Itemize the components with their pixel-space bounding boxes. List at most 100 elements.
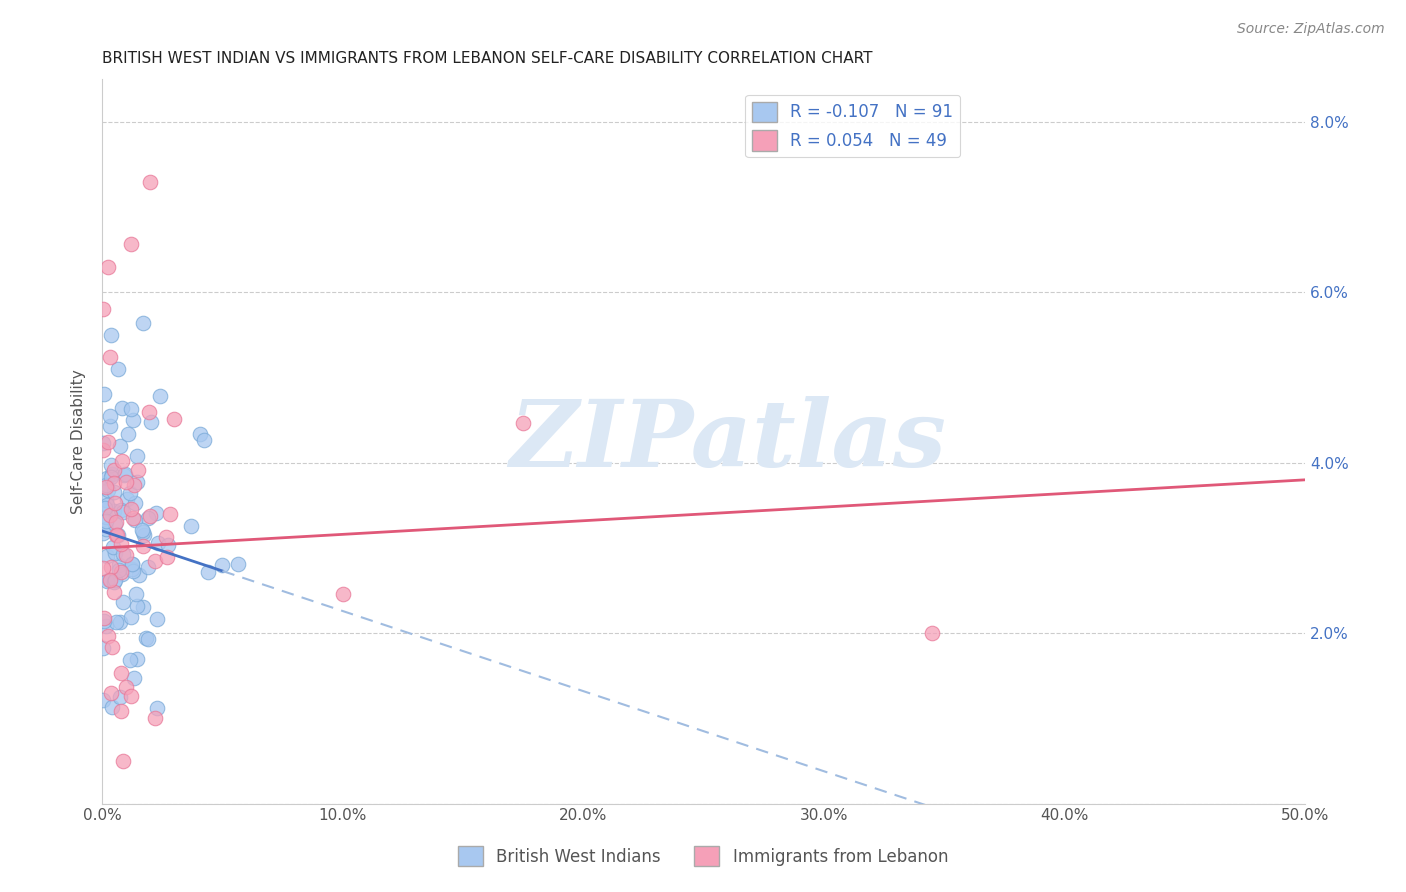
Point (121, 562, 143, 576)
Point (96, 471, 118, 485)
Point (122, 565, 145, 579)
Point (107, 563, 129, 577)
Legend: British West Indians, Immigrants from Lebanon: British West Indians, Immigrants from Le… (450, 838, 956, 875)
Point (124, 496, 146, 510)
Point (112, 595, 135, 609)
Point (159, 508, 181, 522)
Point (94, 477, 117, 491)
Point (108, 615, 131, 629)
Point (100, 699, 122, 714)
Point (100, 685, 122, 699)
Point (121, 557, 143, 571)
Point (98, 574, 121, 588)
Point (132, 525, 155, 540)
Point (122, 413, 145, 427)
Point (111, 454, 134, 468)
Point (97, 435, 120, 450)
Point (112, 467, 135, 482)
Point (193, 434, 215, 448)
Point (143, 554, 166, 568)
Point (98, 350, 121, 364)
Point (93, 387, 115, 401)
Point (226, 557, 249, 571)
Point (103, 485, 125, 500)
Point (103, 540, 125, 554)
Point (120, 689, 142, 703)
Point (149, 389, 172, 403)
Point (136, 559, 159, 574)
Point (98, 409, 121, 423)
Y-axis label: Self-Care Disability: Self-Care Disability (72, 369, 86, 514)
Point (100, 560, 122, 574)
Point (100, 458, 122, 472)
Point (96, 498, 118, 512)
Point (93, 561, 115, 575)
Point (103, 574, 125, 589)
Point (146, 612, 169, 626)
Point (110, 565, 132, 579)
Point (96, 549, 118, 563)
Point (115, 475, 138, 489)
Point (145, 506, 167, 520)
Point (93, 610, 115, 624)
Point (127, 463, 149, 477)
Point (114, 548, 136, 562)
Point (93, 443, 115, 458)
Point (94, 522, 117, 536)
Point (131, 523, 153, 537)
Point (107, 362, 129, 376)
Point (93, 614, 115, 628)
Point (93, 693, 115, 707)
Point (93, 302, 115, 317)
Point (93, 436, 115, 450)
Point (117, 426, 139, 441)
Point (104, 574, 127, 588)
Point (94, 480, 117, 494)
Point (128, 568, 150, 582)
Point (332, 587, 354, 601)
Point (105, 515, 128, 529)
Point (93, 641, 115, 656)
Point (125, 651, 148, 665)
Point (132, 600, 155, 615)
Point (132, 316, 155, 330)
Point (145, 711, 167, 725)
Point (103, 463, 125, 477)
Point (163, 412, 186, 426)
Point (101, 467, 124, 481)
Point (124, 513, 146, 527)
Point (100, 328, 122, 343)
Point (114, 467, 136, 481)
Point (110, 704, 132, 718)
Point (157, 538, 180, 552)
Point (120, 502, 142, 516)
Point (94, 619, 117, 633)
Point (110, 537, 132, 551)
Point (156, 549, 179, 564)
Point (97, 260, 120, 274)
Point (118, 486, 141, 500)
Point (111, 566, 134, 581)
Point (110, 690, 132, 704)
Point (107, 527, 129, 541)
Point (138, 405, 160, 419)
Point (94, 500, 117, 515)
Point (110, 502, 132, 516)
Point (96, 574, 118, 588)
Point (121, 558, 143, 572)
Point (117, 491, 139, 506)
Point (111, 401, 134, 416)
Point (139, 175, 162, 189)
Point (104, 527, 127, 541)
Point (512, 416, 534, 430)
Point (103, 475, 125, 490)
Point (135, 631, 157, 645)
Point (145, 700, 167, 714)
Point (132, 539, 155, 553)
Point (103, 496, 125, 510)
Point (94, 509, 117, 524)
Legend: R = -0.107   N = 91, R = 0.054   N = 49: R = -0.107 N = 91, R = 0.054 N = 49 (745, 95, 960, 157)
Point (197, 566, 219, 580)
Point (139, 415, 162, 429)
Point (139, 509, 162, 524)
